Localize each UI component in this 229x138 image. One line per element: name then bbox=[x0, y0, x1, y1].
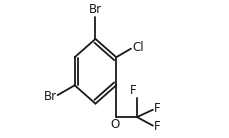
Text: F: F bbox=[153, 102, 160, 115]
Text: Br: Br bbox=[89, 3, 102, 16]
Text: Br: Br bbox=[44, 90, 57, 103]
Text: O: O bbox=[110, 118, 119, 131]
Text: F: F bbox=[129, 84, 136, 97]
Text: Cl: Cl bbox=[131, 41, 143, 54]
Text: F: F bbox=[153, 120, 160, 133]
